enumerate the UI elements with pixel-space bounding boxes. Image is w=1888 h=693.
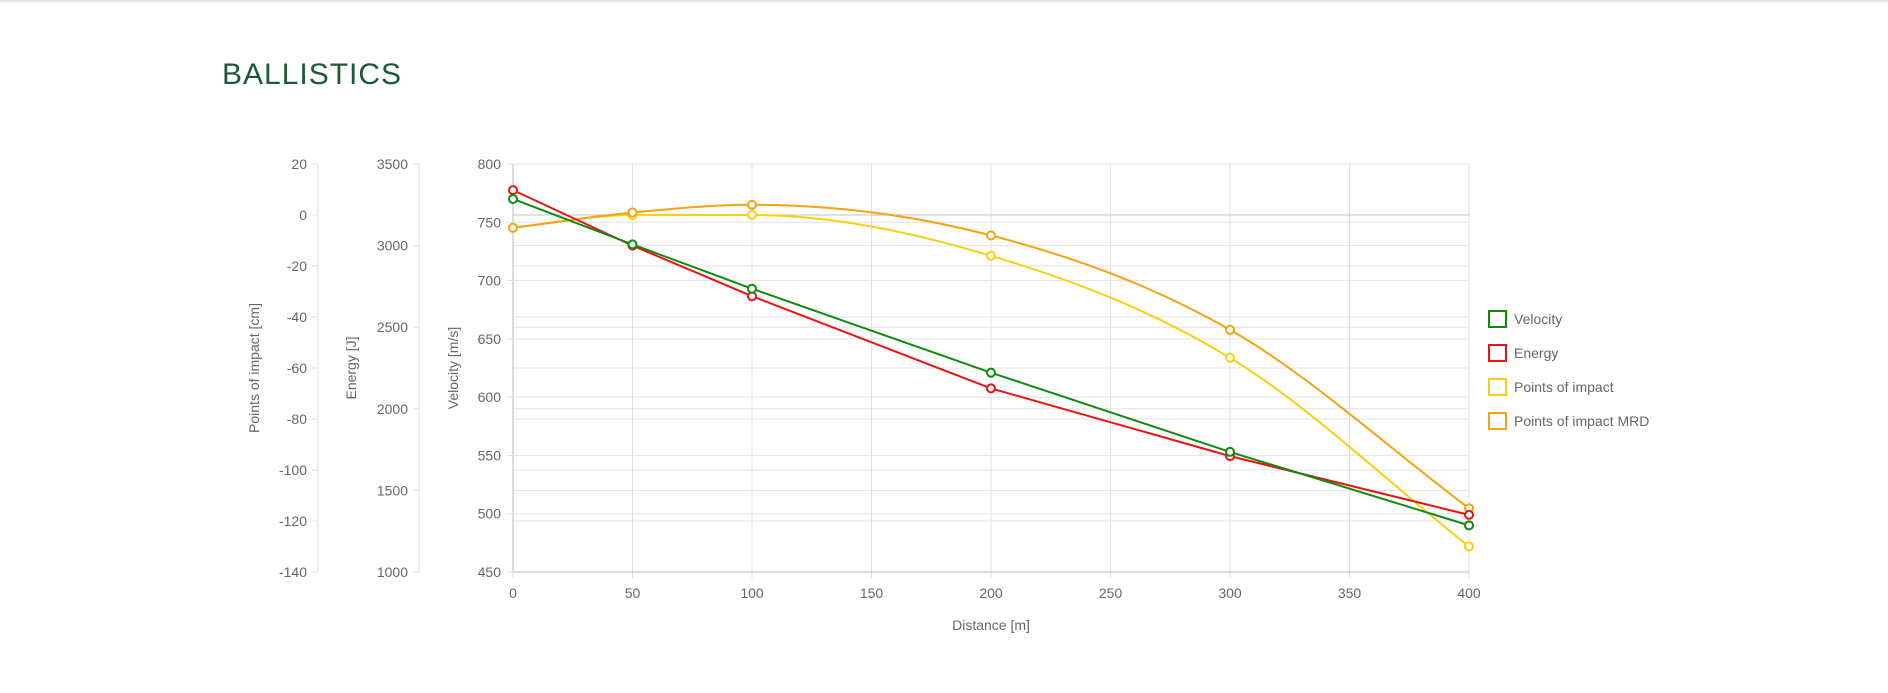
energy-tick-label: 2000 <box>377 401 408 417</box>
x-tick-label: 300 <box>1218 585 1242 601</box>
points-of-impact-mrd-point <box>508 222 518 233</box>
points-of-impact-point <box>986 250 996 261</box>
x-tick-label: 0 <box>509 585 517 601</box>
energy-point <box>508 185 518 196</box>
x-tick-label: 100 <box>740 585 764 601</box>
velocity-tick-label: 450 <box>478 564 502 580</box>
velocity-point <box>1225 446 1235 457</box>
velocity-tick-label: 500 <box>478 506 502 522</box>
velocity-point <box>1464 520 1474 531</box>
energy-legend-swatch <box>1488 344 1507 362</box>
series <box>508 185 1474 552</box>
poi-tick-label: -60 <box>287 360 307 376</box>
energy-tick-label: 2500 <box>377 319 408 335</box>
points-of-impact-mrd-legend-swatch <box>1488 412 1507 430</box>
velocity-tick-label: 650 <box>478 331 502 347</box>
points-of-impact-mrd-point <box>1225 324 1235 335</box>
points-of-impact-mrd-point <box>627 207 638 218</box>
poi-tick-label: -40 <box>287 309 307 325</box>
velocity-axis-title: Velocity [m/s] <box>445 327 461 409</box>
poi-tick-label: -20 <box>287 258 307 274</box>
velocity-point <box>627 239 638 250</box>
x-axis-title: Distance [m] <box>952 617 1030 633</box>
velocity-legend-label: Velocity <box>1514 311 1562 327</box>
energy-tick-label: 1000 <box>377 564 408 580</box>
x-tick-label: 50 <box>625 585 641 601</box>
points-of-impact-point <box>1225 352 1235 363</box>
poi-tick-label: 20 <box>291 156 307 172</box>
velocity-point <box>986 367 996 378</box>
x-tick-label: 400 <box>1457 585 1481 601</box>
energy-tick-label: 1500 <box>377 482 408 498</box>
velocity-point <box>747 283 757 294</box>
energy-point <box>1464 509 1474 520</box>
energy-point <box>986 383 996 394</box>
poi-tick-label: -80 <box>287 411 307 427</box>
velocity-tick-label: 600 <box>478 389 502 405</box>
velocity-legend-swatch <box>1488 310 1507 328</box>
top-bar <box>0 0 1888 3</box>
velocity-point <box>508 193 518 204</box>
points-of-impact-legend-swatch <box>1488 378 1507 396</box>
poi-tick-label: -100 <box>279 462 307 478</box>
legend: Velocity Energy Points of impact Points of … <box>1488 310 1649 430</box>
points-of-impact-point <box>747 210 757 220</box>
poi-axis-title: Points of impact [cm] <box>246 303 262 433</box>
velocity-series-line <box>512 198 1470 527</box>
x-tick-label: 200 <box>979 585 1003 601</box>
poi-tick-label: 0 <box>299 207 307 223</box>
x-tick-label: 250 <box>1099 585 1123 601</box>
points-of-impact-mrd-point <box>986 230 996 241</box>
velocity-tick-label: 700 <box>478 273 502 289</box>
points-of-impact-point <box>1464 541 1474 552</box>
points-of-impact-mrd-point <box>747 199 757 210</box>
velocity-tick-label: 800 <box>478 156 502 172</box>
axes: 0 50 100 150 200 250 300 350 4004505005506006507… <box>246 156 1481 633</box>
page-title: BALLISTICS <box>222 58 403 91</box>
poi-tick-label: -120 <box>279 513 307 529</box>
x-tick-label: 350 <box>1338 585 1362 601</box>
energy-axis-title: Energy [J] <box>343 336 359 399</box>
energy-tick-label: 3000 <box>377 238 408 254</box>
energy-tick-label: 3500 <box>377 156 408 172</box>
x-tick-label: 150 <box>860 585 884 601</box>
poi-tick-label: -140 <box>279 564 307 580</box>
energy-legend-label: Energy <box>1514 345 1558 361</box>
points-of-impact-mrd-legend-label: Points of impact MRD <box>1514 413 1649 429</box>
velocity-tick-label: 750 <box>478 214 502 230</box>
points-of-impact-legend-label: Points of impact <box>1514 379 1614 395</box>
velocity-tick-label: 550 <box>478 447 502 463</box>
